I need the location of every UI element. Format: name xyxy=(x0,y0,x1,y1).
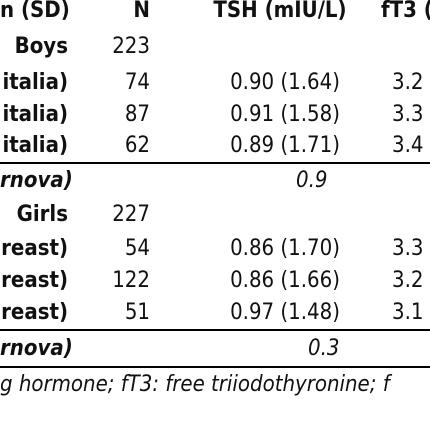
table-divider xyxy=(0,162,430,164)
table-footnote: g hormone; fT3: free triiodothyronine; f xyxy=(0,372,390,397)
row-ft3: 3.4 xyxy=(392,133,424,158)
row-tsh: 0.86 (1.66) xyxy=(230,268,340,293)
row-tsh-pvalue: 0.3 xyxy=(308,336,340,361)
row-tsh: 0.97 (1.48) xyxy=(230,300,340,325)
row-group-label: reast) xyxy=(1,236,68,261)
row-ft3: 3.2 xyxy=(392,70,424,95)
row-ft3: 3.1 xyxy=(392,300,424,325)
row-n: 87 xyxy=(124,102,150,127)
row-tsh: 0.89 (1.71) xyxy=(230,133,340,158)
row-group-label: reast) xyxy=(1,268,68,293)
row-group-label: rnova) xyxy=(0,336,73,361)
row-tsh: 0.90 (1.64) xyxy=(230,70,340,95)
row-n: 51 xyxy=(124,300,150,325)
row-group-label: italia) xyxy=(2,102,68,127)
header-n: N xyxy=(133,0,150,23)
row-n: 223 xyxy=(112,34,150,59)
header-tsh: TSH (mIU/L) xyxy=(213,0,347,23)
row-group-label: Boys xyxy=(14,34,68,59)
header-group: n (SD) xyxy=(0,0,70,23)
row-group-label: italia) xyxy=(2,133,68,158)
row-group-label: rnova) xyxy=(0,168,73,193)
row-ft3: 3.3 xyxy=(392,236,424,261)
row-ft3: 3.3 xyxy=(392,102,424,127)
row-group-label: Girls xyxy=(16,202,68,227)
row-n: 74 xyxy=(124,70,150,95)
row-ft3: 3.2 xyxy=(392,268,424,293)
row-n: 122 xyxy=(112,268,150,293)
row-n: 227 xyxy=(112,202,150,227)
header-ft3: fT3 ( xyxy=(381,0,430,23)
row-tsh: 0.91 (1.58) xyxy=(230,102,340,127)
table-bottom-border xyxy=(0,366,430,368)
row-group-label: reast) xyxy=(1,300,68,325)
row-tsh: 0.86 (1.70) xyxy=(230,236,340,261)
row-n: 54 xyxy=(124,236,150,261)
row-tsh-pvalue: 0.9 xyxy=(296,168,328,193)
row-group-label: italia) xyxy=(2,70,68,95)
table-divider xyxy=(0,329,430,331)
row-n: 62 xyxy=(124,133,150,158)
